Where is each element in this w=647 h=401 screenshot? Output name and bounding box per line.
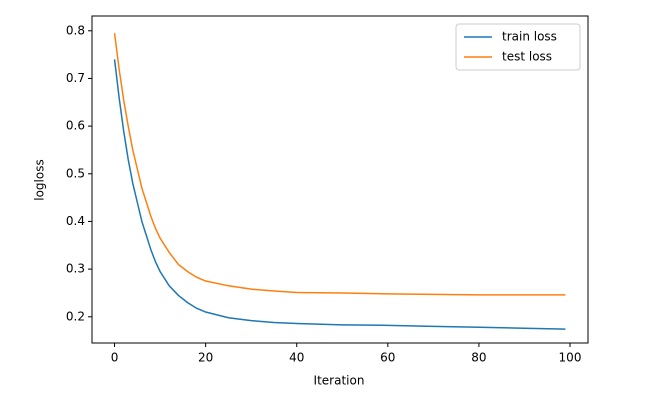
legend-label: train loss (502, 30, 557, 44)
y-tick-label: 0.4 (66, 214, 85, 228)
x-tick-label: 0 (111, 351, 119, 365)
y-axis-label: logloss (33, 159, 47, 200)
x-tick-label: 80 (471, 351, 486, 365)
plot-frame (91, 15, 589, 344)
y-tick-label: 0.2 (66, 309, 85, 323)
y-tick-label: 0.6 (66, 119, 85, 133)
y-tick-label: 0.8 (66, 23, 85, 37)
legend-label: test loss (502, 50, 552, 64)
y-tick-label: 0.7 (66, 71, 85, 85)
line-series (113, 59, 566, 330)
x-tick-label: 40 (289, 351, 304, 365)
x-tick-label: 100 (559, 351, 582, 365)
y-tick-label: 0.5 (66, 166, 85, 180)
y-tick-label: 0.3 (66, 262, 85, 276)
x-tick-label: 60 (380, 351, 395, 365)
line-series (113, 33, 566, 296)
x-axis-label: Iteration (314, 374, 365, 388)
legend-box (455, 23, 581, 71)
x-tick-label: 20 (198, 351, 213, 365)
